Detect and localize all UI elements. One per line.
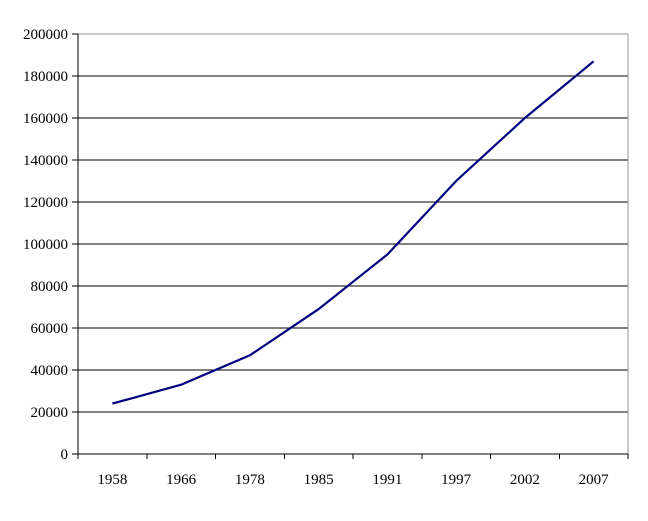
- y-axis-label: 140000: [23, 153, 68, 169]
- y-axis-label: 80000: [31, 279, 69, 295]
- y-axis-label: 20000: [31, 405, 69, 421]
- y-axis-label: 120000: [23, 195, 68, 211]
- x-axis-label: 1966: [166, 472, 197, 488]
- x-axis-label: 1958: [97, 472, 127, 488]
- y-axis-label: 160000: [23, 111, 68, 127]
- y-axis-label: 60000: [31, 321, 69, 337]
- y-axis-label: 40000: [31, 363, 69, 379]
- x-axis-label: 1985: [304, 472, 334, 488]
- data-line-series: [112, 60, 595, 405]
- y-axis-label: 100000: [23, 237, 68, 253]
- x-axis-label: 1991: [372, 472, 402, 488]
- y-axis-label: 180000: [23, 69, 68, 85]
- y-axis-label: 200000: [23, 27, 68, 43]
- x-axis-label: 2002: [510, 472, 540, 488]
- x-axis-label: 2007: [579, 472, 610, 488]
- x-axis-label: 1997: [441, 472, 472, 488]
- y-axis-label: 0: [61, 447, 69, 463]
- x-axis-label: 1978: [235, 472, 265, 488]
